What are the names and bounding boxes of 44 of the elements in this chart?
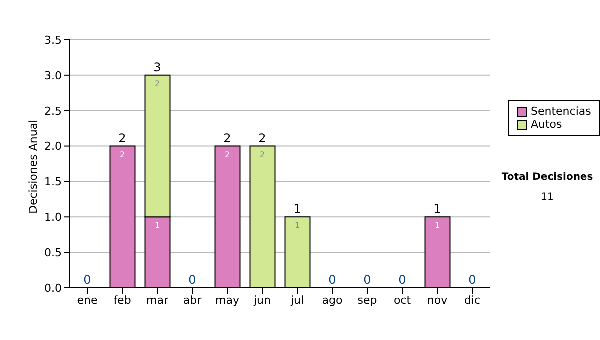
data-label: 2 — [224, 150, 230, 160]
y-tick-label: 0.0 — [44, 282, 62, 295]
total-label: 0 — [364, 273, 372, 287]
total-label: 3 — [154, 60, 162, 74]
total-label: 0 — [188, 273, 196, 287]
total-label: 1 — [434, 202, 442, 216]
y-tick-label: 0.5 — [44, 246, 62, 260]
total-label: 2 — [258, 131, 266, 146]
x-tick-label: ene — [77, 294, 98, 307]
total-label: 0 — [84, 273, 92, 287]
y-tick-label: 1.0 — [44, 211, 62, 224]
x-tick-label: jul — [290, 294, 304, 307]
total-label: 1 — [294, 202, 302, 216]
x-tick-label: oct — [394, 294, 412, 307]
y-tick-label: 2.0 — [44, 140, 62, 154]
x-tick-label: may — [216, 294, 240, 307]
total-label: 0 — [468, 273, 476, 287]
x-tick-label: dic — [464, 294, 481, 307]
y-axis-title: Decisiones Anual — [26, 120, 40, 214]
data-label: 1 — [294, 221, 300, 230]
x-tick-label: ago — [322, 294, 343, 307]
x-tick-label: feb — [114, 294, 132, 307]
data-label: 2 — [154, 79, 160, 88]
legend-label: Autos — [531, 118, 562, 131]
total-label: 0 — [398, 273, 406, 287]
y-tick-label: 1.5 — [44, 176, 62, 189]
x-tick-label: jun — [253, 294, 272, 307]
data-label: 2 — [120, 150, 126, 160]
y-tick-label: 3.5 — [44, 34, 62, 47]
data-label: 1 — [434, 221, 440, 230]
x-tick-label: nov — [427, 294, 448, 307]
x-tick-label: sep — [358, 294, 378, 307]
y-tick-label: 2.5 — [44, 104, 62, 118]
y-tick-label: 3.0 — [44, 69, 62, 82]
x-tick-label: abr — [183, 294, 202, 307]
total-label: 0 — [328, 273, 336, 287]
total-label: 2 — [118, 131, 126, 146]
text: 11 — [540, 192, 555, 203]
data-label: 1 — [154, 221, 160, 230]
total-label: 2 — [224, 131, 232, 146]
x-tick-label: mar — [146, 294, 169, 307]
legend-label: Sentencias — [531, 105, 592, 118]
text: Total Decisiones — [500, 172, 594, 183]
data-label: 2 — [260, 150, 266, 160]
